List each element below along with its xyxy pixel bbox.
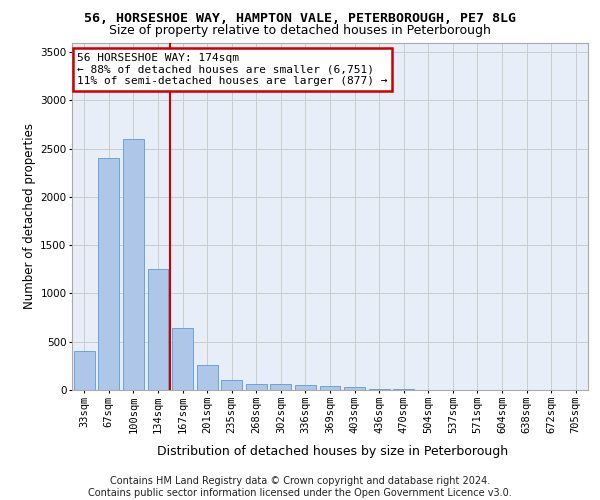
Bar [271,384,292,390]
Text: 56, HORSESHOE WAY, HAMPTON VALE, PETERBOROUGH, PE7 8LG: 56, HORSESHOE WAY, HAMPTON VALE, PETERBO… [84,12,516,26]
Bar [197,365,218,390]
Bar [344,387,365,390]
Bar [98,158,119,390]
Bar [368,388,389,390]
Text: Contains HM Land Registry data © Crown copyright and database right 2024.
Contai: Contains HM Land Registry data © Crown c… [88,476,512,498]
Text: Size of property relative to detached houses in Peterborough: Size of property relative to detached ho… [109,24,491,37]
Bar [246,384,267,390]
Bar [320,386,340,390]
Bar [295,385,316,390]
Bar [74,352,95,390]
Y-axis label: Number of detached properties: Number of detached properties [23,123,36,309]
Bar [123,139,144,390]
Bar [172,328,193,390]
Text: Distribution of detached houses by size in Peterborough: Distribution of detached houses by size … [157,444,509,458]
Text: 56 HORSESHOE WAY: 174sqm
← 88% of detached houses are smaller (6,751)
11% of sem: 56 HORSESHOE WAY: 174sqm ← 88% of detach… [77,53,388,86]
Bar [393,389,414,390]
Bar [221,380,242,390]
Bar [148,270,169,390]
